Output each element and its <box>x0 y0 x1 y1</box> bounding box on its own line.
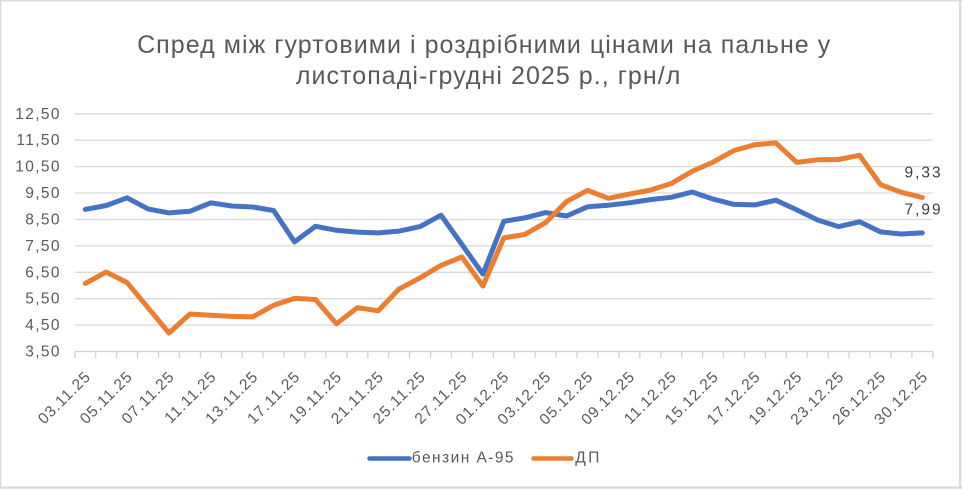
svg-text:6,50: 6,50 <box>25 264 61 281</box>
svg-text:8,50: 8,50 <box>25 212 61 229</box>
svg-text:5,50: 5,50 <box>25 291 61 308</box>
svg-text:7,50: 7,50 <box>25 238 61 255</box>
svg-text:9,33: 9,33 <box>905 164 943 181</box>
svg-text:4,50: 4,50 <box>25 317 61 334</box>
svg-text:12,50: 12,50 <box>15 106 61 123</box>
svg-text:10,50: 10,50 <box>15 159 61 176</box>
svg-text:11,50: 11,50 <box>16 132 60 149</box>
svg-text:Спред між гуртовими і роздрібн: Спред між гуртовими і роздрібними цінами… <box>137 31 831 59</box>
svg-text:9,50: 9,50 <box>25 185 61 202</box>
svg-text:3,50: 3,50 <box>25 344 61 361</box>
svg-text:бензин А-95: бензин А-95 <box>412 449 515 466</box>
svg-text:7,99: 7,99 <box>905 202 943 219</box>
svg-text:ДП: ДП <box>575 449 602 466</box>
svg-text:листопаді-грудні 2025 р., грн/: листопаді-грудні 2025 р., грн/л <box>296 62 682 90</box>
